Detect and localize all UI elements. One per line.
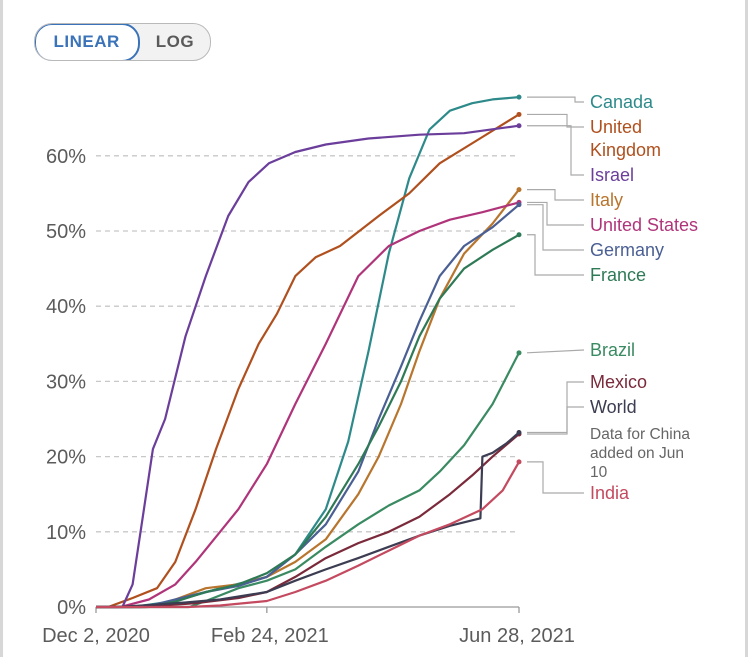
y-tick-label: 40% xyxy=(46,296,86,318)
series-end-marker xyxy=(516,123,522,129)
series-line xyxy=(96,431,520,609)
label-leader-line xyxy=(527,381,584,435)
series-end-marker xyxy=(516,111,522,117)
label-leader-line xyxy=(527,234,584,276)
series-line xyxy=(96,461,520,609)
label-leader-line xyxy=(526,349,585,354)
frame-border-right xyxy=(745,0,748,657)
series-label: Mexico xyxy=(590,372,647,392)
label-leader-line xyxy=(527,125,584,176)
series-end-marker xyxy=(516,187,522,193)
series-annotation: Data for China xyxy=(590,426,690,443)
series-label: Brazil xyxy=(590,340,635,360)
frame-border-left xyxy=(0,0,3,657)
label-leader-line xyxy=(527,113,584,128)
series-annotation: added on Jun xyxy=(590,445,684,462)
series-end-marker xyxy=(516,232,522,238)
y-tick-label: 20% xyxy=(46,447,86,469)
series-label: France xyxy=(590,265,646,285)
series-end-marker xyxy=(516,202,522,208)
series-line xyxy=(96,188,520,609)
label-leader-line xyxy=(527,406,584,434)
y-tick-label: 0% xyxy=(57,597,86,619)
y-tick-label: 30% xyxy=(46,371,86,393)
label-leader-line xyxy=(527,461,584,494)
series-line xyxy=(96,433,520,609)
series-label: Israel xyxy=(590,165,634,185)
series-label: India xyxy=(590,483,630,503)
series-line xyxy=(96,233,520,609)
x-tick-label: Feb 24, 2021 xyxy=(211,625,329,647)
series-line xyxy=(96,124,520,609)
linear-scale-button[interactable]: LINEAR xyxy=(35,24,140,60)
series-end-marker xyxy=(516,459,522,465)
x-tick-label: Jun 28, 2021 xyxy=(459,625,575,647)
series-label: Canada xyxy=(590,92,654,112)
series-label: World xyxy=(590,397,637,417)
series-label: Germany xyxy=(590,240,664,260)
series-annotation: 10 xyxy=(590,464,608,481)
series-line xyxy=(96,201,520,609)
series-end-marker xyxy=(516,94,522,100)
label-leader-line xyxy=(527,96,584,103)
label-leader-line xyxy=(527,204,584,251)
series-label: Kingdom xyxy=(590,140,661,160)
scale-toggle: LINEAR LOG xyxy=(34,23,212,61)
series-line xyxy=(96,96,520,609)
series-end-marker xyxy=(516,430,522,436)
series-label: Italy xyxy=(590,190,623,210)
x-tick-label: Dec 2, 2020 xyxy=(42,625,150,647)
y-tick-label: 10% xyxy=(46,522,86,544)
series-label: United xyxy=(590,117,642,137)
label-leader-line xyxy=(527,189,584,201)
series-line xyxy=(96,113,520,609)
log-scale-button[interactable]: LOG xyxy=(155,32,195,51)
y-tick-label: 50% xyxy=(46,221,86,243)
series-label: United States xyxy=(590,215,698,235)
series-end-marker xyxy=(516,350,522,356)
series-line xyxy=(96,352,520,609)
y-tick-label: 60% xyxy=(46,146,86,168)
label-leader-line xyxy=(527,201,584,226)
